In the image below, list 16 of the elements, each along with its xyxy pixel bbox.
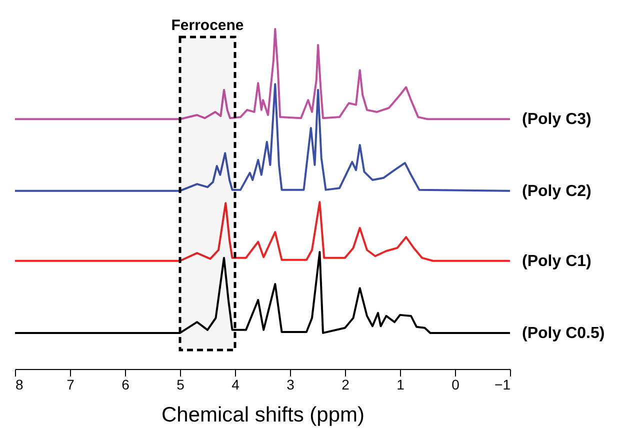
x-tick-label: −1 [494,376,511,392]
x-tick-label: 7 [66,376,75,392]
x-tick-label: 6 [122,376,130,392]
series-label: (Poly C3) [522,111,592,128]
x-tick-label: 3 [286,376,295,392]
x-tick-label: 0 [452,376,460,392]
series-label: (Poly C2) [522,182,592,200]
x-tick-label: 8 [16,376,24,392]
x-axis-title: Chemical shifts (ppm) [161,404,365,426]
series-label: (Poly C1) [522,252,592,270]
band-label: Ferrocene [171,17,244,34]
series-label: (Poly C0.5) [522,324,605,342]
x-tick-label: 1 [396,376,405,392]
x-tick-label: 2 [342,376,350,392]
x-tick-label: 5 [176,376,185,392]
x-tick-label: 4 [232,376,240,392]
